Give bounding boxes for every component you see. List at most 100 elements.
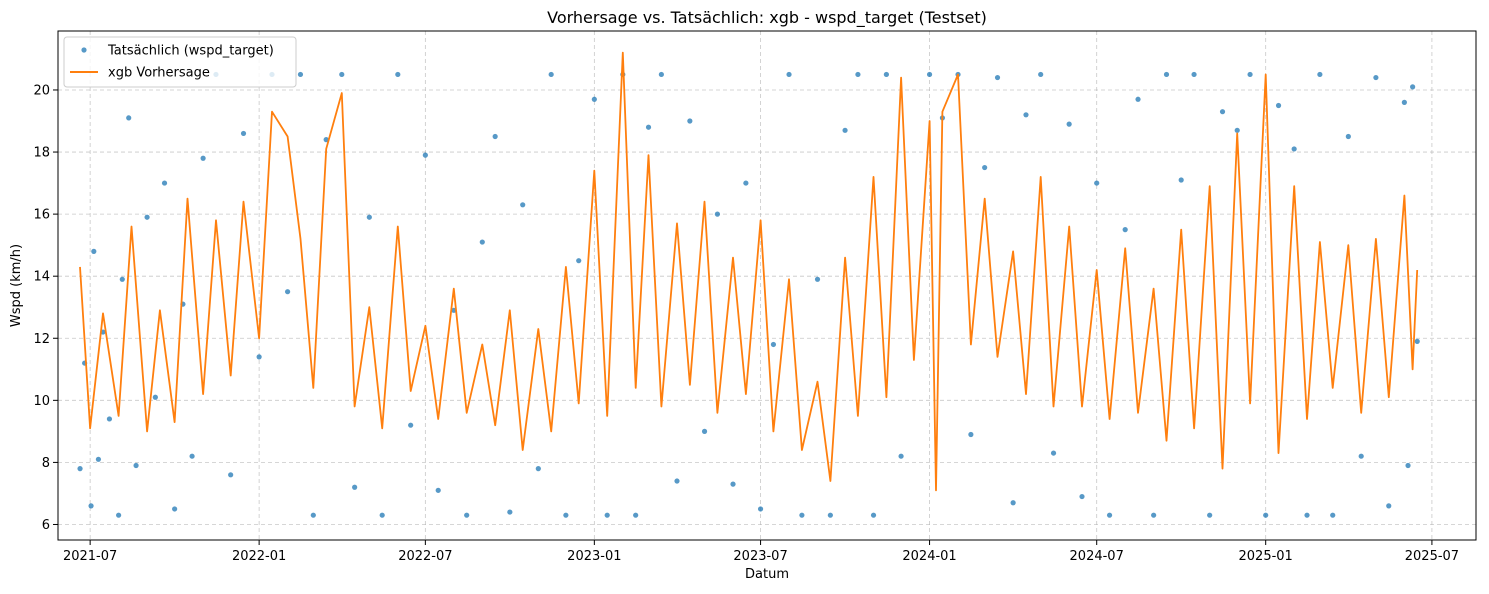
actual-data-point: [743, 180, 749, 186]
actual-data-point: [1304, 512, 1310, 518]
x-tick-label: 2024-01: [902, 549, 956, 564]
x-tick-label: 2022-07: [398, 549, 452, 564]
actual-data-point: [1219, 109, 1226, 115]
actual-data-point: [1050, 450, 1057, 456]
y-tick-label: 18: [33, 146, 50, 161]
y-tick-label: 20: [33, 83, 50, 98]
actual-data-point: [435, 487, 441, 493]
actual-data-point: [1291, 146, 1297, 152]
actual-data-point: [563, 512, 569, 518]
actual-data-point: [814, 276, 821, 282]
actual-data-point: [189, 453, 195, 459]
actual-data-point: [799, 512, 805, 518]
y-tick-label: 10: [33, 394, 50, 409]
actual-data-point: [1386, 503, 1392, 509]
actual-data-point: [1405, 462, 1411, 469]
actual-data-point: [520, 202, 526, 208]
actual-data-point: [126, 115, 132, 121]
actual-data-point: [1106, 512, 1113, 518]
actual-data-point: [1234, 127, 1240, 133]
actual-data-point: [883, 71, 889, 78]
x-tick-label: 2025-07: [1405, 549, 1459, 564]
actual-data-point: [855, 71, 861, 78]
actual-data-point: [770, 341, 777, 348]
actual-data-point: [1079, 493, 1085, 500]
actual-data-point: [687, 118, 693, 124]
chart-title: Vorhersage vs. Tatsächlich: xgb - wspd_t…: [547, 8, 987, 28]
actual-data-point: [633, 512, 639, 518]
actual-data-point: [507, 509, 513, 515]
actual-data-point: [898, 453, 904, 459]
actual-data-point: [152, 394, 158, 400]
actual-data-point: [1247, 71, 1253, 78]
actual-data-point: [714, 211, 721, 217]
actual-data-point: [786, 71, 792, 78]
x-tick-label: 2024-07: [1070, 549, 1124, 564]
actual-data-point: [1010, 500, 1016, 506]
actual-data-point: [658, 71, 664, 78]
actual-data-point: [492, 133, 498, 140]
prediction-series-line: [79, 51, 1419, 492]
actual-data-point: [339, 71, 345, 78]
actual-data-point: [757, 506, 764, 512]
actual-data-point: [284, 289, 291, 295]
actual-data-point: [926, 71, 933, 78]
actual-data-point: [1207, 512, 1213, 518]
actual-data-point: [1373, 74, 1379, 81]
actual-data-point: [591, 96, 597, 102]
actual-data-point: [576, 258, 582, 264]
actual-data-point: [1151, 512, 1157, 518]
actual-data-point: [1066, 121, 1072, 127]
y-tick-label: 6: [42, 518, 50, 533]
actual-data-point: [323, 137, 329, 143]
actual-data-point: [1410, 84, 1416, 90]
actual-data-point: [172, 506, 178, 512]
actual-data-point: [408, 422, 414, 428]
actual-data-point: [422, 152, 428, 158]
x-tick-label: 2022-01: [232, 549, 286, 564]
actual-data-point: [1401, 99, 1407, 105]
actual-data-point: [240, 130, 247, 137]
actual-data-point: [91, 248, 97, 254]
legend-label-scatter: Tatsächlich (wspd_target): [107, 44, 274, 59]
actual-data-point: [297, 71, 304, 78]
actual-data-point: [395, 71, 401, 78]
actual-data-point: [464, 512, 470, 518]
actual-data-point: [548, 71, 554, 78]
y-tick-label: 16: [33, 208, 50, 223]
actual-data-point: [310, 512, 316, 518]
actual-data-point: [1263, 512, 1269, 518]
actual-data-point: [1275, 102, 1282, 109]
actual-data-point: [645, 124, 652, 130]
x-tick-label: 2021-07: [63, 549, 117, 564]
actual-data-point: [256, 354, 262, 360]
actual-data-point: [994, 74, 1001, 81]
actual-data-point: [982, 164, 988, 171]
actual-data-point: [535, 466, 541, 472]
actual-data-point: [1023, 112, 1029, 118]
actual-data-point: [161, 180, 168, 186]
scatter-layer: [77, 71, 1420, 518]
actual-data-point: [379, 512, 385, 518]
actual-data-point: [968, 431, 974, 438]
actual-data-point: [352, 484, 358, 490]
actual-data-point: [228, 472, 234, 478]
legend-box: [63, 36, 297, 88]
y-axis-label: Wspd (km/h): [9, 244, 24, 327]
actual-data-point: [1414, 338, 1420, 344]
actual-data-point: [366, 214, 372, 220]
actual-data-point: [144, 214, 150, 220]
x-tick-label: 2025-01: [1239, 549, 1293, 564]
actual-data-point: [77, 466, 83, 472]
actual-data-point: [1330, 512, 1336, 518]
actual-data-point: [1191, 71, 1197, 78]
actual-data-point: [1163, 71, 1170, 78]
plot-frame: [57, 30, 1477, 541]
actual-data-point: [1345, 133, 1351, 140]
actual-data-point: [827, 512, 833, 518]
actual-data-point: [479, 239, 485, 245]
actual-data-point: [604, 512, 610, 518]
actual-data-point: [674, 478, 680, 484]
